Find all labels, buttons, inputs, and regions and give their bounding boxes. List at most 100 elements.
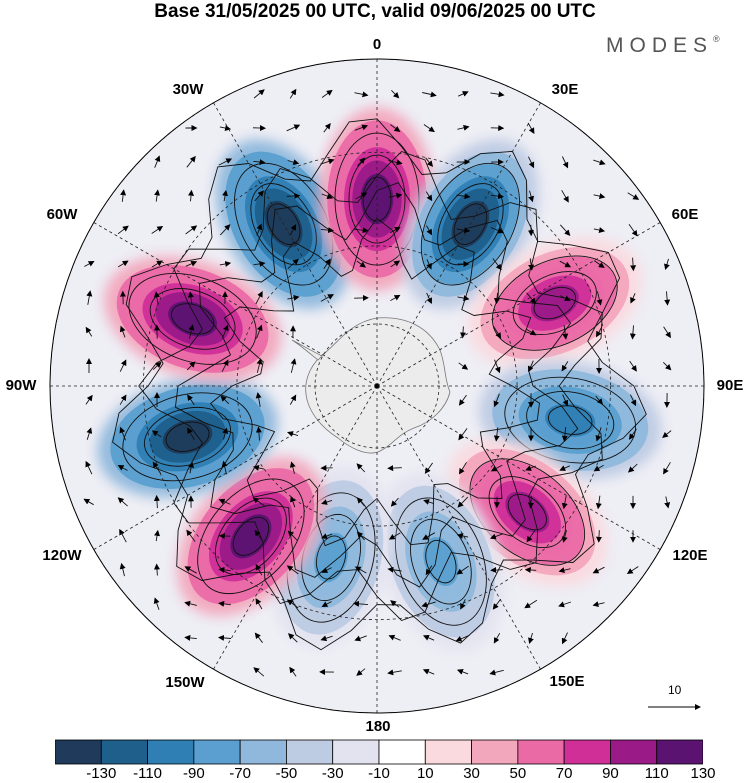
colorbar-label: 110	[644, 765, 669, 782]
wind-vector	[421, 601, 436, 608]
wind-vector	[455, 634, 470, 642]
wind-vector	[255, 598, 263, 610]
wind-vector	[387, 465, 402, 472]
wind-vector	[286, 192, 301, 199]
wind-vector	[596, 291, 603, 306]
brand-text: MODES	[606, 34, 714, 57]
colorbar-swatch	[286, 739, 334, 765]
meridian-line	[213, 102, 378, 387]
wind-vector	[219, 125, 232, 131]
wind-vector	[527, 496, 534, 509]
colorbar-swatch	[55, 739, 102, 765]
wind-vector	[85, 394, 93, 405]
wind-vector	[186, 361, 196, 371]
lon-label-90e: 90E	[716, 377, 744, 394]
wind-vector	[354, 566, 367, 574]
wind-vector	[289, 666, 297, 677]
wind-vector	[321, 499, 333, 505]
wind-vector	[493, 292, 500, 305]
wind-vector	[154, 189, 161, 202]
wind-vector	[525, 465, 537, 471]
wind-vector	[85, 460, 93, 475]
wind-vector	[490, 567, 503, 574]
wind-vector	[387, 566, 402, 573]
wind-vector	[117, 465, 128, 471]
wind-vector	[559, 260, 572, 268]
wind-vector	[387, 669, 402, 676]
anomaly-center	[467, 237, 642, 369]
wind-vector	[255, 392, 262, 407]
colorbar-label: -90	[183, 765, 205, 782]
wind-vector	[629, 394, 637, 407]
wind-vector	[422, 635, 435, 641]
wind-vector	[457, 496, 469, 508]
wind-vector	[154, 529, 160, 542]
wind-vector	[559, 224, 571, 236]
wind-vector	[561, 632, 568, 645]
wind-vector	[287, 159, 300, 166]
colorbar-swatch	[378, 739, 426, 765]
wind-vector	[221, 460, 228, 475]
wind-vector	[151, 260, 163, 268]
wind-vector	[458, 91, 469, 97]
wind-vector	[323, 123, 331, 133]
wind-vector	[252, 497, 265, 507]
wind-vector	[252, 465, 265, 471]
wind-vector	[456, 227, 471, 234]
map-title: Base 31/05/2025 00 UTC, valid 09/06/2025…	[154, 1, 596, 22]
wind-vector	[321, 89, 333, 98]
wind-vector	[321, 193, 334, 200]
wind-vector	[527, 360, 534, 373]
colorbar-label: -130	[86, 765, 117, 782]
wind-vector	[558, 601, 572, 608]
wind-vector	[321, 567, 332, 573]
wind-vector	[253, 159, 266, 166]
wind-vector	[119, 562, 126, 577]
lon-label-90w: 90W	[5, 377, 37, 394]
wind-vector	[286, 124, 301, 132]
wind-vector	[85, 326, 93, 337]
colorbar-swatch	[471, 739, 519, 765]
meridian-line	[376, 385, 541, 670]
wind-vector	[459, 326, 466, 339]
wind-vector	[562, 394, 569, 407]
wind-vector	[287, 258, 299, 269]
wind-vector	[256, 324, 263, 339]
colorbar-label: -110	[133, 765, 163, 782]
wind-vector	[388, 634, 401, 641]
wind-vector	[662, 430, 672, 439]
wind-vector	[493, 393, 500, 408]
wind-vector	[289, 394, 297, 405]
wind-vector	[561, 495, 568, 510]
wind-vector	[664, 258, 670, 271]
colorbar-label: 10	[416, 765, 434, 782]
lon-label-30e: 30E	[551, 81, 579, 98]
wind-vector	[287, 431, 299, 437]
latitude-circle	[142, 151, 612, 621]
wind-vector	[663, 326, 671, 339]
south-pole-marker	[374, 383, 380, 389]
wind-vector	[490, 227, 505, 234]
wind-vector	[119, 528, 127, 543]
wind-vector	[426, 225, 433, 236]
colorbar-swatch	[239, 739, 287, 765]
wind-vector	[423, 499, 435, 505]
wind-vector	[153, 494, 160, 509]
colorbar-swatch	[424, 739, 472, 765]
lon-label-60w: 60W	[46, 206, 78, 223]
meridian-line	[376, 222, 661, 387]
wind-vector	[286, 565, 299, 575]
wind-vector	[630, 293, 636, 304]
wind-vector	[558, 567, 571, 574]
wind-vector	[490, 91, 505, 98]
wind-vector	[356, 531, 365, 541]
wind-vector	[490, 193, 504, 200]
wind-vector	[626, 566, 639, 575]
colorbar-swatch	[100, 739, 148, 765]
colorbar-label: 30	[463, 765, 480, 782]
wind-vector	[593, 227, 606, 233]
wind-vector	[592, 566, 605, 574]
wind-vector	[595, 495, 602, 510]
wind-vector	[356, 668, 366, 676]
colorbar-label: -30	[321, 765, 344, 782]
